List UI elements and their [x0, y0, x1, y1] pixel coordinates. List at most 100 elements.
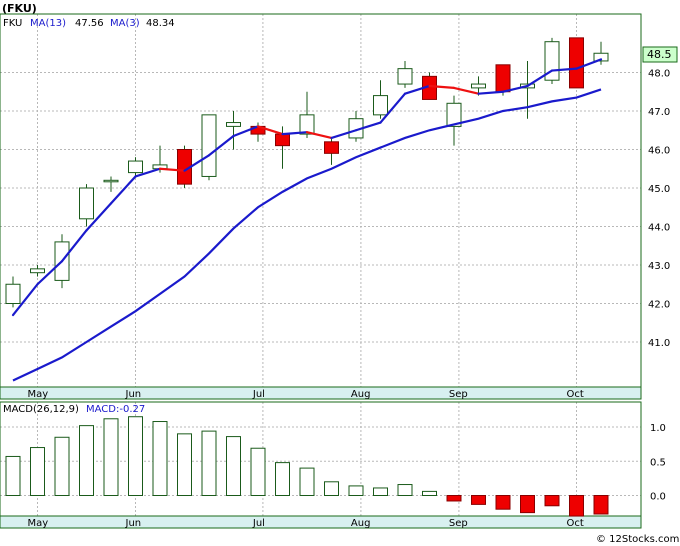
ma3-line-segment — [85, 202, 113, 232]
candle-up — [397, 68, 413, 85]
ma3-line-segment — [526, 69, 554, 88]
macd-bar-positive — [397, 484, 413, 497]
legend-ma3-value: 48.34 — [146, 18, 175, 29]
macd-bar-positive — [275, 462, 290, 496]
macd-date-strip — [0, 515, 642, 529]
ma13-line — [12, 88, 602, 382]
price-grid — [0, 14, 641, 387]
ticker-title: (FKU) — [2, 2, 37, 15]
macd-bar-positive — [103, 418, 119, 496]
legend-ma3-label: MA(3) — [110, 18, 140, 29]
macd-bar-positive — [250, 447, 266, 496]
price-x-tick-label: Jul — [252, 389, 265, 400]
ma3-line-segment — [158, 167, 186, 172]
price-y-tick-label: 48.0 — [648, 69, 670, 80]
price-x-tick-label: Sep — [449, 389, 468, 400]
ma3-line-segment — [428, 84, 456, 90]
candle-up — [299, 114, 315, 135]
macd-y-tick-label: 1.0 — [650, 423, 666, 434]
macd-legend-value: MACD:-0.27 — [86, 404, 145, 415]
price-x-tick-label: Jun — [125, 389, 142, 400]
ma3-line-segment — [379, 92, 407, 124]
ma3-line-segment — [232, 125, 260, 138]
macd-legend-label: MACD(26,12,9) — [3, 404, 79, 415]
price-y-axis-labels: 41.0 42.0 43.0 44.0 45.0 46.0 47.0 48.0 — [648, 69, 670, 350]
copyright-text: © 12Stocks.com — [596, 534, 679, 545]
macd-y-tick-label: 0.0 — [650, 492, 666, 503]
ma3-line-segment — [305, 131, 333, 140]
candle-down — [324, 141, 339, 154]
candle-down — [569, 37, 584, 89]
price-x-tick-label: Aug — [351, 389, 371, 400]
ma3-line-segment — [354, 121, 382, 132]
macd-bar-positive — [54, 436, 70, 496]
ma3-line-segment — [134, 167, 162, 178]
macd-bar-positive — [79, 425, 94, 497]
macd-bar-positive — [128, 416, 143, 497]
macd-x-tick-label: Aug — [351, 518, 371, 529]
candle-up — [446, 102, 462, 127]
price-y-tick-label: 43.0 — [648, 261, 670, 272]
ma3-line-segment — [575, 58, 603, 70]
candle-up — [373, 95, 388, 116]
candle-up — [201, 114, 217, 177]
price-y-tick-label: 42.0 — [648, 300, 670, 311]
ma3-line-segment — [183, 154, 211, 172]
macd-x-tick-label: Jun — [125, 518, 142, 529]
ma3-line-segment — [477, 90, 505, 95]
price-y-tick-label: 47.0 — [648, 107, 670, 118]
ma3-line-segment — [36, 260, 64, 286]
ma3-line-segment — [207, 134, 235, 157]
candle-up — [226, 122, 241, 127]
macd-bar-negative — [471, 495, 486, 505]
ma3-line-segment — [452, 86, 480, 95]
macd-x-axis-labels: May Jun Jul Aug Sep Oct — [28, 518, 584, 529]
macd-bar-positive — [30, 447, 45, 496]
moving-average-lines — [11, 58, 603, 382]
candle-up — [471, 83, 486, 89]
last-price-badge — [642, 46, 678, 63]
ma3-line-segment — [403, 84, 431, 95]
macd-y-tick-label: 0.5 — [650, 457, 666, 468]
candle-up — [103, 179, 119, 183]
last-price-badge-text: 48.5 — [647, 48, 672, 61]
legend-symbol: FKU — [3, 18, 22, 29]
macd-bar-positive — [324, 481, 339, 496]
macd-bar-positive — [422, 490, 437, 497]
macd-bar-positive — [348, 485, 364, 497]
candlesticks — [5, 37, 609, 308]
macd-bar-positive — [177, 433, 192, 497]
macd-histogram — [5, 416, 609, 517]
price-date-strip — [0, 386, 642, 400]
macd-bar-negative — [446, 495, 462, 502]
ma3-line-segment — [256, 125, 284, 136]
candle-up — [128, 160, 143, 174]
price-y-tick-label: 45.0 — [648, 184, 670, 195]
macd-bar-positive — [226, 436, 241, 496]
ma3-line-segment — [550, 67, 578, 72]
macd-bar-positive — [152, 421, 168, 496]
macd-bar-negative — [495, 495, 511, 510]
macd-bar-positive — [299, 467, 315, 497]
macd-y-axis-labels: 1.0 0.5 0.0 — [650, 423, 666, 503]
price-x-axis-labels: May Jun Jul Aug Sep Oct — [28, 389, 584, 400]
macd-bar-negative — [569, 495, 584, 517]
ma3-line-segment — [109, 175, 137, 205]
ma3-line-segment — [501, 84, 529, 93]
candle-up — [593, 52, 609, 62]
legend-ma13-value: 47.56 — [75, 18, 104, 29]
macd-bar-positive — [373, 487, 388, 496]
legend-ma13-label: MA(13) — [30, 18, 66, 29]
macd-x-tick-label: May — [28, 518, 49, 529]
macd-x-tick-label: Jul — [252, 518, 265, 529]
price-y-tick-label: 41.0 — [648, 338, 670, 349]
macd-x-tick-label: Oct — [567, 518, 584, 529]
macd-bar-positive — [5, 455, 21, 496]
candle-down — [495, 64, 511, 93]
macd-bar-negative — [593, 495, 609, 515]
macd-bar-positive — [201, 430, 217, 496]
ma3-line-segment — [11, 283, 39, 317]
candle-down — [275, 133, 290, 147]
price-x-tick-label: May — [28, 389, 49, 400]
